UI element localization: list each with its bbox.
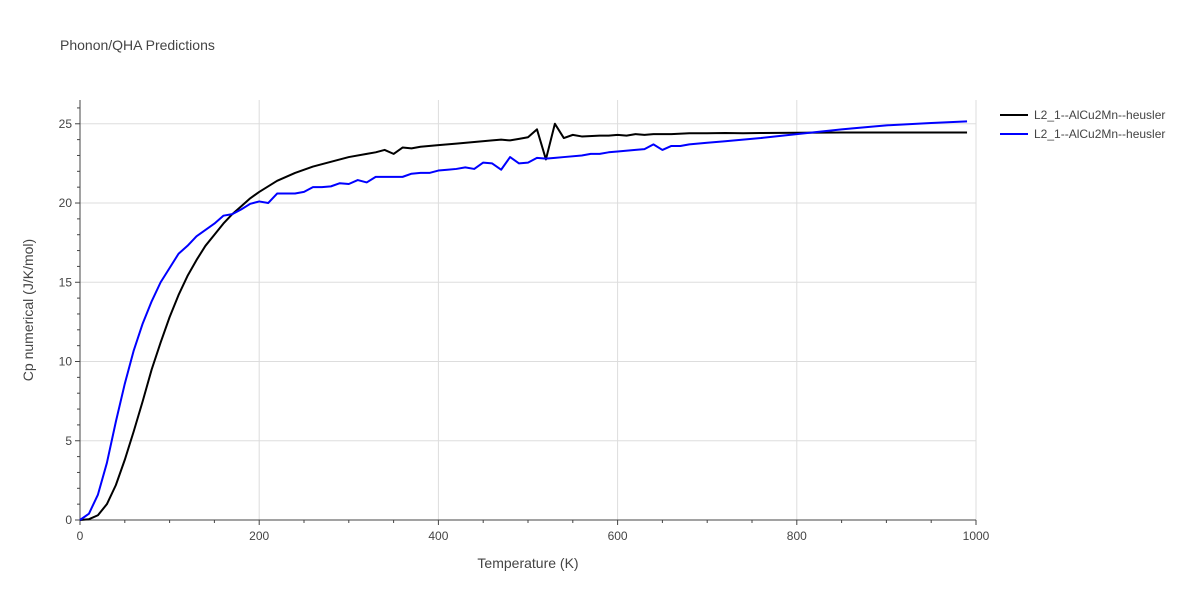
gridlines xyxy=(80,100,977,520)
legend-label-1[interactable]: L2_1--AlCu2Mn--heusler xyxy=(1034,108,1165,122)
x-tick-label: 1000 xyxy=(963,529,990,543)
y-axis-title: Cp numerical (J/K/mol) xyxy=(20,239,36,381)
y-tick-label: 0 xyxy=(65,513,72,527)
x-tick-label: 800 xyxy=(787,529,807,543)
x-tick-label: 200 xyxy=(249,529,269,543)
series-line-1 xyxy=(79,122,968,521)
y-tick-label: 25 xyxy=(59,117,73,131)
y-tick-label: 20 xyxy=(59,196,73,210)
chart-title: Phonon/QHA Predictions xyxy=(60,37,215,53)
y-axis-ticks: 0 5 10 15 20 25 xyxy=(59,117,73,527)
x-axis-ticks: 0 200 400 600 800 1000 xyxy=(77,529,990,543)
plot-area xyxy=(79,120,968,521)
x-tick-label: 600 xyxy=(608,529,628,543)
x-tick-label: 0 xyxy=(77,529,84,543)
series-line-2 xyxy=(79,120,968,521)
y-tick-label: 10 xyxy=(59,355,73,369)
legend: L2_1--AlCu2Mn--heusler L2_1--AlCu2Mn--heu… xyxy=(1000,108,1165,141)
axes xyxy=(75,100,977,525)
x-tick-label: 400 xyxy=(428,529,448,543)
y-tick-label: 15 xyxy=(59,275,73,289)
y-tick-label: 5 xyxy=(65,434,72,448)
legend-label-2[interactable]: L2_1--AlCu2Mn--heusler xyxy=(1034,127,1165,141)
x-axis-title: Temperature (K) xyxy=(477,555,578,571)
